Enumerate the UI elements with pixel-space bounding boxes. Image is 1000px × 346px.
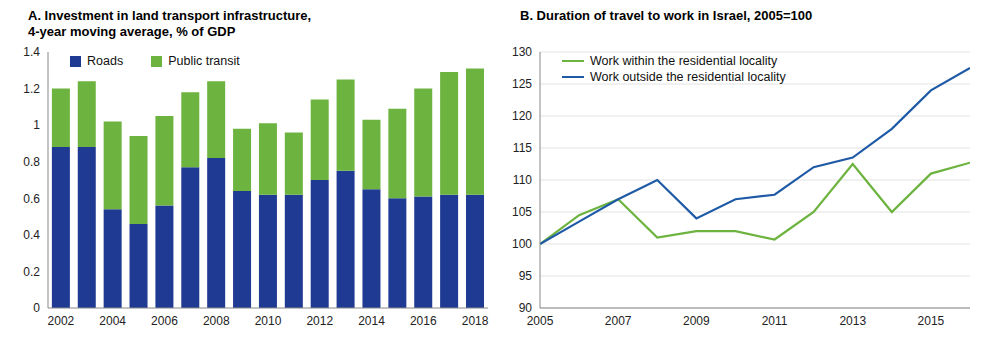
svg-text:2002: 2002	[48, 314, 75, 328]
svg-text:1.4: 1.4	[23, 45, 40, 59]
svg-text:0.4: 0.4	[23, 228, 40, 242]
svg-text:0.2: 0.2	[23, 265, 40, 279]
svg-text:2014: 2014	[358, 314, 385, 328]
svg-text:2009: 2009	[683, 314, 710, 328]
svg-text:2004: 2004	[99, 314, 126, 328]
svg-text:2015: 2015	[918, 314, 945, 328]
html-text:B. Duration of travel to work: B. Duration of travel to work in Israel,…	[520, 8, 813, 23]
svg-text:2007: 2007	[605, 314, 632, 328]
html-text:Work within the residential lo: Work within the residential locality	[590, 54, 778, 68]
svg-text:2010: 2010	[255, 314, 282, 328]
svg-text:1.2: 1.2	[23, 82, 40, 96]
svg-text:95: 95	[519, 269, 533, 283]
svg-text:100: 100	[512, 237, 532, 251]
svg-text:0: 0	[33, 301, 40, 315]
svg-text:2005: 2005	[527, 314, 554, 328]
svg-text:2018: 2018	[462, 314, 489, 328]
svg-text:2008: 2008	[203, 314, 230, 328]
svg-text:1: 1	[33, 118, 40, 132]
svg-text:115: 115	[513, 141, 532, 155]
svg-text:0.8: 0.8	[23, 155, 40, 169]
svg-text:2012: 2012	[306, 314, 333, 328]
html-text:Work outside the residential l: Work outside the residential locality	[590, 70, 786, 84]
svg-text:125: 125	[512, 77, 532, 91]
svg-text:90: 90	[519, 301, 533, 315]
svg-text:2006: 2006	[151, 314, 178, 328]
svg-text:0.6: 0.6	[23, 192, 40, 206]
svg-text:120: 120	[512, 109, 532, 123]
html-text:A. Investment in land transpor: A. Investment in land transport infrastr…	[28, 8, 312, 39]
svg-text:110: 110	[513, 173, 532, 187]
svg-text:105: 105	[512, 205, 532, 219]
svg-text:2011: 2011	[762, 314, 788, 328]
svg-text:2016: 2016	[410, 314, 437, 328]
html-text:Public transit: Public transit	[168, 54, 240, 68]
svg-text:2013: 2013	[839, 314, 866, 328]
svg-text:130: 130	[512, 45, 532, 59]
html-text:Roads: Roads	[87, 54, 124, 68]
